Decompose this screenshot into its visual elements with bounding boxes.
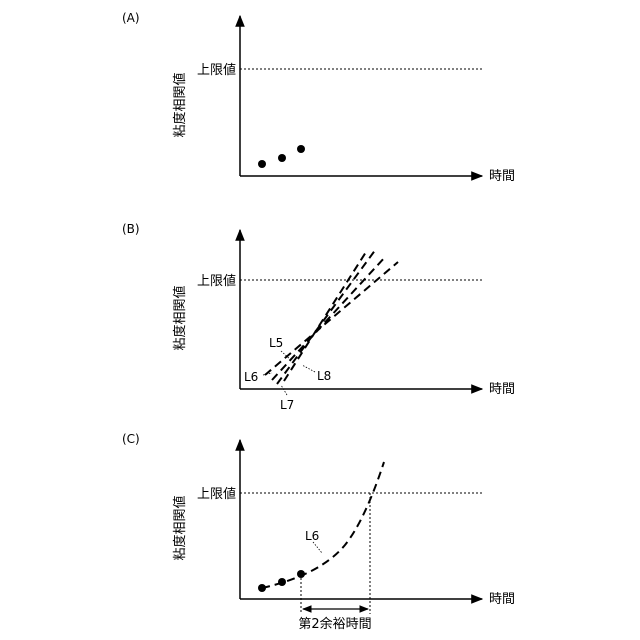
panel-c-interval-label: 第2余裕時間 — [298, 616, 371, 632]
panel-b-leader-l8 — [302, 365, 315, 372]
panel-b-y-axis-label: 粘度相関値 — [172, 285, 188, 350]
panel-b-leader-l5 — [281, 351, 291, 360]
panel-b-line-l8 — [284, 252, 366, 381]
panel-a-threshold-label: 上限値 — [197, 62, 236, 78]
panel-a-data-point — [278, 154, 286, 162]
panel-a-y-axis-label: 粘度相関値 — [172, 72, 188, 137]
panel-c-data-point — [278, 578, 286, 586]
panel-c-label: (C) — [122, 432, 140, 446]
panel-a-label: (A) — [122, 11, 140, 25]
panel-a: (A) 上限値 粘度相関値 時間 — [122, 11, 515, 184]
panel-c-label-l6: L6 — [305, 529, 319, 543]
panel-c-curve-l6 — [262, 462, 384, 588]
panel-a-x-axis-label: 時間 — [489, 169, 515, 184]
panel-b-line-l6 — [272, 256, 386, 380]
panel-b-threshold-label: 上限値 — [197, 273, 236, 289]
panel-b-line-l7 — [277, 249, 376, 384]
panel-b-label-l5: L5 — [269, 336, 283, 350]
panel-c-x-axis-label: 時間 — [489, 592, 515, 607]
panel-c-leader-l6 — [313, 542, 322, 553]
panel-b-x-axis-label: 時間 — [489, 382, 515, 397]
panel-a-data-point — [258, 160, 266, 168]
panel-b-label-l7: L7 — [280, 398, 294, 412]
panel-b-line-l5 — [265, 262, 398, 375]
panel-c-y-axis-label: 粘度相関値 — [172, 495, 188, 560]
panel-b-label-l8: L8 — [317, 369, 331, 383]
panel-b: (B) 上限値 粘度相関値 時間 L5 L6 L7 L8 — [122, 222, 515, 412]
panel-b-label-l6: L6 — [244, 370, 258, 384]
panel-b-label: (B) — [122, 222, 140, 236]
panel-c: (C) 上限値 粘度相関値 時間 L6 第2余裕時間 — [122, 432, 515, 632]
panel-c-data-point — [258, 584, 266, 592]
panel-b-leader-l7 — [281, 385, 287, 395]
panel-c-threshold-label: 上限値 — [197, 486, 236, 502]
panel-a-data-point — [297, 145, 305, 153]
